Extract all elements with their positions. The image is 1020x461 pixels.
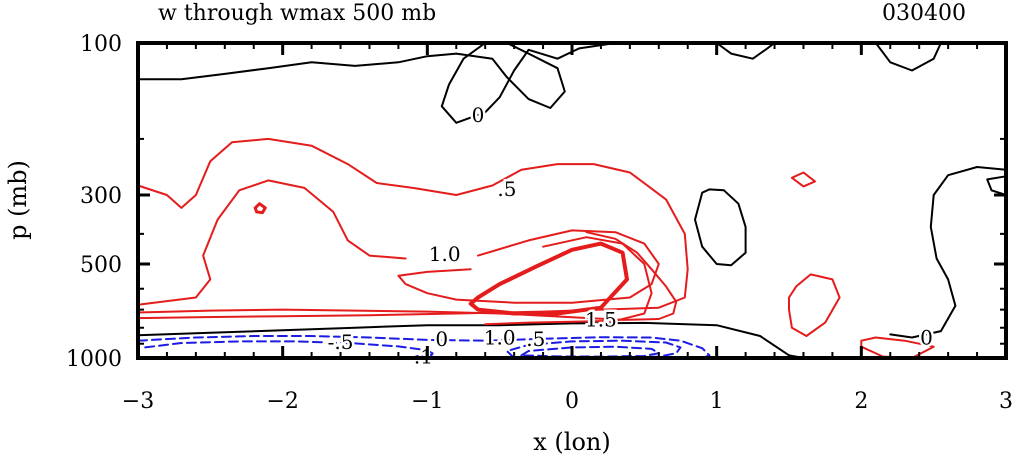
axis-ticks (136, 41, 1008, 360)
contour-line-2 (715, 42, 776, 60)
contour-label-9: 0 (920, 326, 933, 350)
contour-line-16 (788, 273, 841, 337)
y-tick-label-0: 100 (80, 32, 122, 57)
x-tick-label-6: 3 (999, 389, 1013, 414)
y-tick-labels: 100 300 500 1000 (66, 32, 122, 372)
x-tick-label-4: 1 (710, 389, 724, 414)
contour-line-18 (137, 335, 711, 359)
y-tick-label-1: 300 (80, 184, 122, 209)
contour-line-3 (874, 42, 942, 72)
contour-labels: 0.51.01.51.0.50-.5-.10 (325, 100, 935, 371)
contour-line-8 (137, 137, 689, 320)
contour-line-13 (468, 241, 629, 316)
contour-label-1: .5 (497, 177, 516, 201)
x-tick-labels: −3 −2 −1 0 1 2 3 (122, 389, 1013, 414)
contour-label-2: 1.0 (429, 242, 461, 266)
x-tick-label-2: −1 (411, 389, 443, 414)
x-tick-label-1: −2 (266, 389, 298, 414)
contour-line-12 (484, 236, 653, 326)
contour-line-7 (137, 321, 805, 359)
contour-line-14 (253, 202, 267, 215)
x-tick-label-5: 2 (854, 389, 868, 414)
time-label: 030400 (882, 1, 966, 26)
contour-label-4: 1.0 (484, 326, 516, 350)
contour-line-9 (137, 179, 407, 306)
contour-line-4 (694, 188, 747, 267)
x-tick-label-3: 0 (565, 389, 579, 414)
contour-label-6: 0 (435, 327, 448, 351)
contour-line-17 (860, 336, 935, 359)
contour-label-3: 1.5 (585, 307, 617, 331)
contour-line-0 (137, 42, 566, 109)
y-axis-label: p (mb) (4, 160, 32, 240)
contour-line-5 (889, 166, 1007, 339)
contour-label-5: .5 (526, 327, 545, 351)
contour-label-0: 0 (472, 103, 485, 127)
contour-line-15 (790, 171, 816, 188)
contour-line-1 (440, 42, 617, 124)
contour-line-6 (986, 175, 1007, 196)
contour-line-10 (397, 229, 660, 304)
x-axis-label: x (lon) (533, 428, 610, 456)
contour-lines (137, 42, 1007, 359)
contour-line-20 (505, 339, 682, 359)
contour-line-11 (137, 231, 678, 321)
chart-title: w through wmax 500 mb (158, 1, 436, 26)
contour-line-19 (144, 340, 436, 359)
x-tick-label-0: −3 (122, 389, 154, 414)
y-tick-label-2: 500 (80, 253, 122, 278)
y-tick-label-3: 1000 (66, 347, 122, 372)
contour-label-7: -.5 (328, 330, 354, 354)
